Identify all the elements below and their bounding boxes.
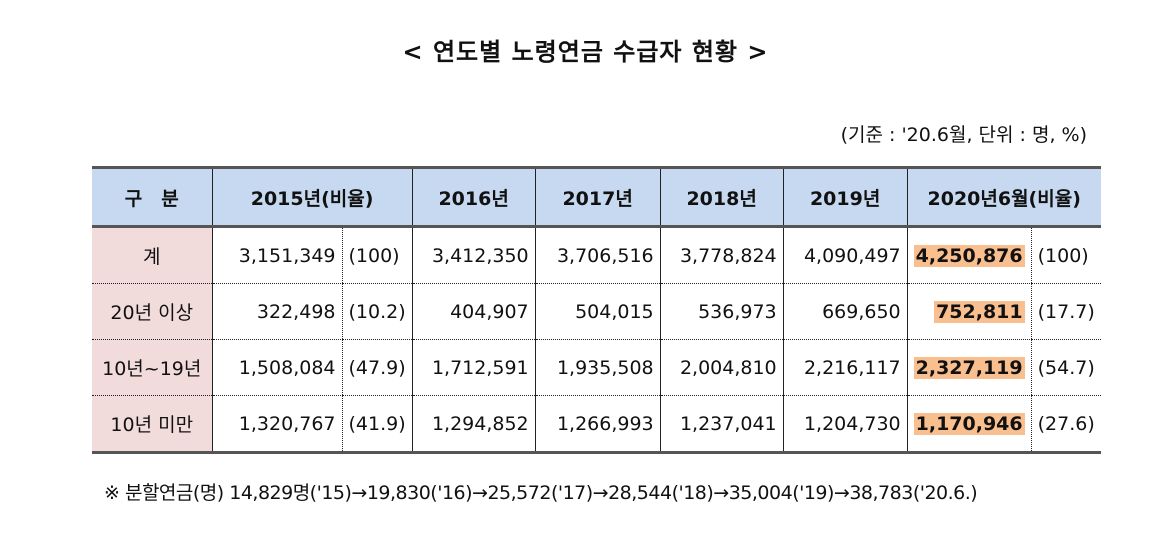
- header-row: 구 분 2015년(비율) 2016년 2017년 2018년 2019년 20…: [92, 166, 1101, 228]
- value-2020-text: 752,811: [934, 300, 1025, 323]
- row-label-text: 10년 미만: [110, 414, 194, 436]
- value-2018: 536,973: [659, 283, 784, 340]
- ratio-2015-text: (47.9): [348, 356, 406, 379]
- value-2015-text: 322,498: [256, 300, 336, 323]
- value-2016: 404,907: [411, 283, 536, 340]
- value-2017-text: 1,935,508: [556, 356, 654, 379]
- value-2020-text: 4,250,876: [913, 244, 1025, 267]
- row-label: 10년 미만: [92, 395, 212, 454]
- value-2017-text: 1,266,993: [556, 412, 654, 435]
- split-pension-note: ※ 분할연금(명) 14,829명('15)→19,830('16)→25,57…: [104, 482, 978, 504]
- value-2020: 752,811: [906, 283, 1032, 340]
- pension-table: 구 분 2015년(비율) 2016년 2017년 2018년 2019년 20…: [92, 166, 1101, 454]
- row-label: 계: [92, 226, 212, 284]
- value-2016: 3,412,350: [411, 226, 536, 284]
- value-2016-text: 1,712,591: [431, 356, 529, 379]
- header-2019: 2019년: [782, 166, 908, 228]
- header-2017: 2017년: [534, 166, 661, 228]
- row-label-text: 계: [143, 246, 161, 268]
- ratio-2015: (100): [341, 226, 413, 284]
- value-2017: 3,706,516: [534, 226, 661, 284]
- ratio-2020: (100): [1030, 226, 1101, 284]
- value-2015-text: 1,320,767: [238, 412, 336, 435]
- row-label-text: 20년 이상: [110, 302, 194, 324]
- value-2016-text: 1,294,852: [431, 412, 529, 435]
- value-2017: 504,015: [534, 283, 661, 340]
- ratio-2015-text: (100): [348, 244, 400, 267]
- header-2015: 2015년(비율): [211, 166, 413, 228]
- ratio-2020-text: (17.7): [1037, 300, 1095, 323]
- table-row: 10년~19년 1,508,084 (47.9) 1,712,591 1,935,508…: [92, 339, 1101, 396]
- value-2018-text: 1,237,041: [679, 412, 777, 435]
- ratio-2015: (47.9): [341, 339, 413, 396]
- table-row: 계 3,151,349 (100) 3,412,350 3,706,516 3,778,8…: [92, 226, 1101, 284]
- ratio-2020-text: (100): [1037, 244, 1089, 267]
- value-2018: 3,778,824: [659, 226, 784, 284]
- table-row: 10년 미만 1,320,767 (41.9) 1,294,852 1,266,993 1…: [92, 395, 1101, 454]
- unit-note: (기준 : '20.6월, 단위 : 명, %): [840, 124, 1087, 146]
- ratio-2015-text: (10.2): [348, 300, 406, 323]
- ratio-2015: (41.9): [341, 395, 413, 454]
- ratio-2015-text: (41.9): [348, 412, 406, 435]
- ratio-2020: (17.7): [1030, 283, 1101, 340]
- ratio-2020-text: (54.7): [1037, 356, 1095, 379]
- value-2019: 1,204,730: [782, 395, 908, 454]
- value-2015-text: 1,508,084: [238, 356, 336, 379]
- ratio-2020-text: (27.6): [1037, 412, 1095, 435]
- value-2016: 1,294,852: [411, 395, 536, 454]
- value-2020-text: 1,170,946: [913, 412, 1025, 435]
- header-2016: 2016년: [411, 166, 536, 228]
- value-2018: 2,004,810: [659, 339, 784, 396]
- value-2019: 2,216,117: [782, 339, 908, 396]
- value-2017: 1,266,993: [534, 395, 661, 454]
- ratio-2020: (54.7): [1030, 339, 1101, 396]
- header-2020: 2020년6월(비율): [906, 166, 1101, 228]
- value-2015: 1,320,767: [211, 395, 342, 454]
- ratio-2020: (27.6): [1030, 395, 1101, 454]
- table-row: 20년 이상 322,498 (10.2) 404,907 504,015 536,973…: [92, 283, 1101, 340]
- value-2019-text: 669,650: [822, 300, 901, 323]
- value-2018-text: 2,004,810: [679, 356, 777, 379]
- value-2020: 2,327,119: [906, 339, 1032, 396]
- row-label-text: 10년~19년: [102, 358, 202, 380]
- row-label: 10년~19년: [92, 339, 212, 396]
- value-2016-text: 3,412,350: [431, 244, 529, 267]
- value-2019-text: 4,090,497: [803, 244, 901, 267]
- value-2019: 669,650: [782, 283, 908, 340]
- value-2019: 4,090,497: [782, 226, 908, 284]
- value-2019-text: 1,204,730: [803, 412, 901, 435]
- page-title: < 연도별 노령연금 수급자 현황 >: [402, 38, 769, 66]
- value-2020-text: 2,327,119: [913, 356, 1025, 379]
- value-2017-text: 3,706,516: [556, 244, 654, 267]
- value-2018-text: 3,778,824: [679, 244, 777, 267]
- value-2015: 1,508,084: [211, 339, 342, 396]
- row-label: 20년 이상: [92, 283, 212, 340]
- value-2015: 322,498: [211, 283, 342, 340]
- header-2018: 2018년: [659, 166, 784, 228]
- value-2018: 1,237,041: [659, 395, 784, 454]
- value-2017-text: 504,015: [575, 300, 654, 323]
- value-2020: 1,170,946: [906, 395, 1032, 454]
- value-2015-text: 3,151,349: [238, 244, 336, 267]
- value-2017: 1,935,508: [534, 339, 661, 396]
- value-2019-text: 2,216,117: [803, 356, 901, 379]
- value-2018-text: 536,973: [698, 300, 777, 323]
- value-2020: 4,250,876: [906, 226, 1032, 284]
- value-2015: 3,151,349: [211, 226, 342, 284]
- header-category: 구 분: [92, 166, 212, 228]
- ratio-2015: (10.2): [341, 283, 413, 340]
- value-2016-text: 404,907: [450, 300, 529, 323]
- value-2016: 1,712,591: [411, 339, 536, 396]
